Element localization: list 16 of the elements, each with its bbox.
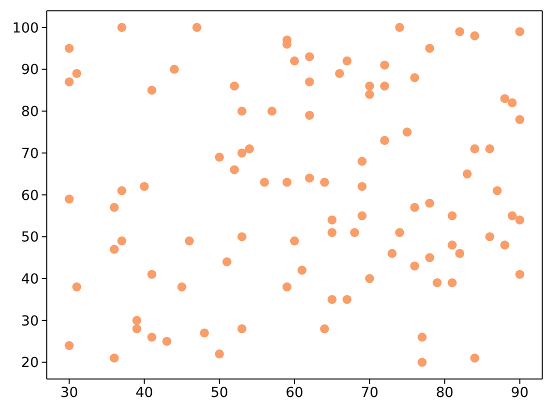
y-tick-label: 80 xyxy=(21,104,39,120)
y-tick-label: 100 xyxy=(12,20,39,36)
y-tick-label: 90 xyxy=(21,62,39,78)
y-tick-label: 60 xyxy=(21,188,39,204)
y-tick-label: 50 xyxy=(21,230,39,246)
x-tick-label: 80 xyxy=(436,384,454,401)
y-tick-label: 40 xyxy=(21,271,39,288)
y-tick-label: 20 xyxy=(21,355,39,372)
y-tick-label: 30 xyxy=(21,313,39,330)
y-tick-label: 70 xyxy=(21,146,39,162)
x-tick-label: 50 xyxy=(210,384,228,401)
x-tick-label: 30 xyxy=(60,384,78,401)
x-tick-label: 90 xyxy=(510,384,529,401)
x-tick-label: 40 xyxy=(135,384,154,401)
x-tick-label: 70 xyxy=(360,384,378,401)
x-tick-label: 60 xyxy=(286,384,304,401)
